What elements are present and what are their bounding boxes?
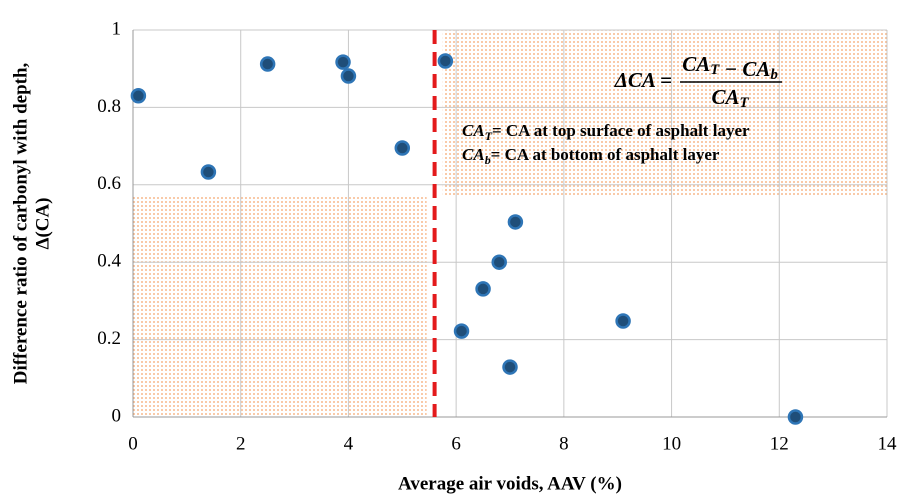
x-tick-label: 2 <box>236 433 246 454</box>
symbol: CA <box>462 145 485 164</box>
subscript: T <box>485 129 493 143</box>
point <box>340 68 357 84</box>
point <box>200 164 217 180</box>
subscript: T <box>710 62 720 78</box>
point <box>453 323 470 339</box>
x-tick-label: 6 <box>451 433 461 454</box>
x-tick-label: 4 <box>344 433 354 454</box>
equation-denominator: CAT <box>712 85 750 112</box>
x-tick-label: 8 <box>559 433 569 454</box>
y-tick-label: 0.8 <box>97 96 121 117</box>
subscript: b <box>485 153 491 167</box>
point <box>502 359 518 375</box>
point <box>259 56 276 72</box>
equation-lhs: ΔCA = <box>614 68 672 92</box>
y-tick-label: 0.6 <box>97 173 121 194</box>
x-tick-label: 14 <box>878 433 898 454</box>
y-tick-label: 0.2 <box>97 328 121 349</box>
x-tick-label: 0 <box>128 433 138 454</box>
y-tick-label: 1 <box>112 18 122 39</box>
point <box>335 54 351 70</box>
point <box>787 409 804 425</box>
definition: CAT= CA at top surface of asphalt layer <box>462 121 750 143</box>
y-tick-label: 0 <box>112 405 122 426</box>
shaded-region <box>442 30 887 197</box>
subscript: T <box>740 95 750 111</box>
y-axis-title: Difference ratio of carbonyl with depth, <box>10 62 31 384</box>
subscript: b <box>770 67 777 83</box>
point <box>615 313 631 329</box>
point <box>475 281 491 297</box>
y-tick-label: 0.4 <box>97 251 121 272</box>
symbol: CA <box>712 85 740 109</box>
symbol: CA <box>682 52 710 76</box>
y-axis-title: Δ(CA) <box>32 197 53 249</box>
point <box>394 140 411 156</box>
symbol: CA <box>462 121 485 140</box>
x-tick-label: 10 <box>662 433 681 454</box>
definition: CAb= CA at bottom of asphalt layer <box>462 145 720 167</box>
shaded-region <box>133 196 427 417</box>
equation-numerator: CAT − CAb <box>682 52 778 84</box>
point <box>130 88 147 104</box>
point <box>507 214 524 230</box>
definition-text: = CA at bottom of asphalt layer <box>491 145 720 164</box>
point <box>491 254 507 270</box>
symbol: − CA <box>719 57 770 81</box>
point <box>437 53 454 69</box>
x-tick-label: 12 <box>770 433 789 454</box>
x-axis-title: Average air voids, AAV (%) <box>398 473 622 494</box>
definition-text: = CA at top surface of asphalt layer <box>492 121 750 140</box>
